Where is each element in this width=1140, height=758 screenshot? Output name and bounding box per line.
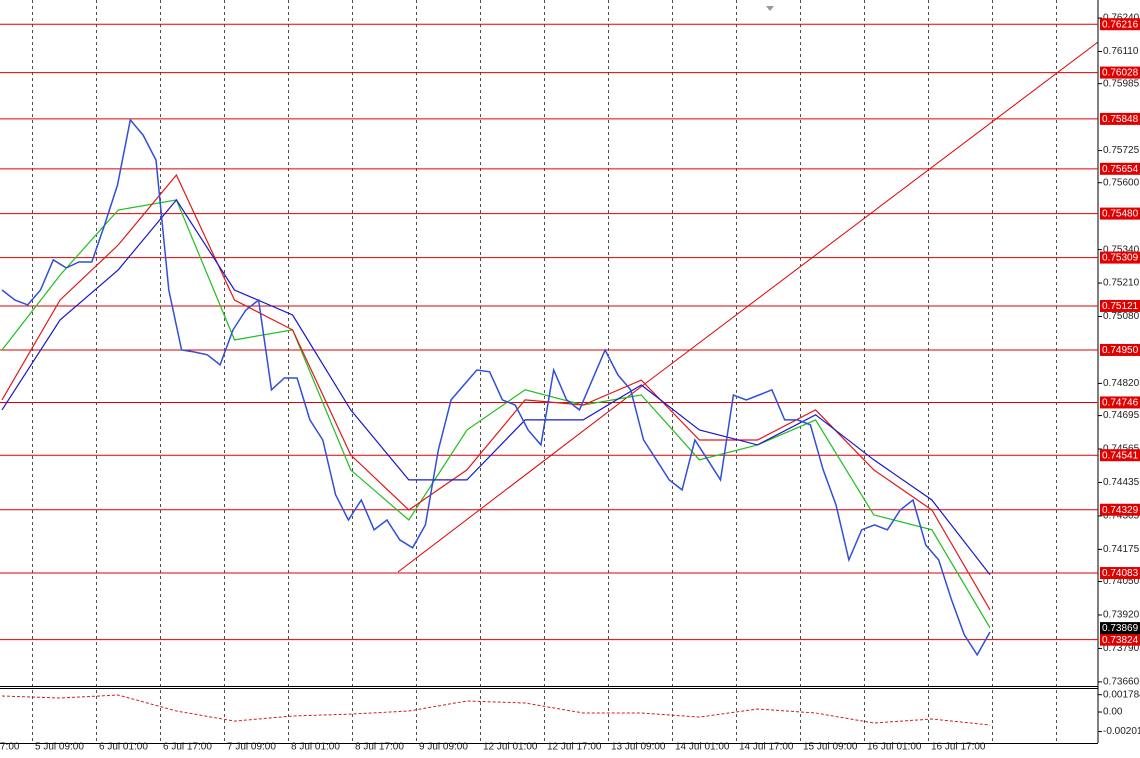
level-label: 0.74746 (1102, 398, 1139, 409)
level-label: 0.76216 (1102, 19, 1139, 30)
level-label: 0.75309 (1102, 253, 1139, 264)
y-tick-label: 0.74305 (1103, 511, 1140, 522)
y-tick-label: 0.76240 (1103, 13, 1140, 24)
y-tick-label: 0.74695 (1103, 410, 1140, 421)
x-tick-label: 8 Jul 01:00 (291, 742, 340, 753)
level-label: 0.74083 (1102, 568, 1139, 579)
y-tick-label: 0.75210 (1103, 278, 1140, 289)
x-tick-label: 6 Jul 01:00 (99, 742, 148, 753)
y-tick-label: 0.75725 (1103, 145, 1140, 156)
osc-tick-label: 0.00 (1103, 707, 1123, 718)
oscillator-signal (1, 694, 991, 726)
y-tick-label: 0.76110 (1103, 46, 1139, 57)
x-tick-label: 14 Jul 17:00 (739, 742, 794, 753)
x-tick-label: 7 Jul 09:00 (227, 742, 276, 753)
level-label-box (1100, 449, 1140, 462)
x-tick-label: 12 Jul 17:00 (547, 742, 602, 753)
level-label-box (1100, 251, 1140, 264)
x-tick-label: 13 Jul 09:00 (611, 742, 666, 753)
level-label-box (1100, 396, 1140, 409)
x-tick-label: 5 Jul 09:00 (35, 742, 84, 753)
level-label-box (1100, 633, 1140, 646)
x-tick-label: 6 Jul 17:00 (163, 742, 212, 753)
y-tick-label: 0.73660 (1103, 677, 1140, 688)
level-label-box (1100, 343, 1140, 356)
price-line (1, 118, 991, 657)
x-tick-label: 16 Jul 17:00 (931, 742, 986, 753)
moving-average (1, 198, 991, 576)
last-price-box (1100, 622, 1140, 635)
x-tick-label: 9 Jul 09:00 (419, 742, 468, 753)
level-label-box (1100, 66, 1140, 79)
level-label: 0.76028 (1102, 68, 1139, 79)
level-label: 0.73824 (1102, 635, 1139, 646)
y-tick-label: 0.73790 (1103, 643, 1140, 654)
x-tick-label: 16 Jul 01:00 (867, 742, 922, 753)
level-label: 0.74950 (1102, 345, 1139, 356)
osc-tick-label: 0.001784 (1103, 689, 1140, 700)
level-label-box (1100, 299, 1140, 312)
level-label: 0.74541 (1102, 450, 1139, 461)
level-label: 0.75654 (1102, 164, 1139, 175)
level-label-box (1100, 18, 1140, 31)
level-label: 0.74329 (1102, 505, 1139, 516)
x-tick-label: 14 Jul 01:00 (675, 742, 730, 753)
level-label-box (1100, 162, 1140, 175)
trend-line (397, 379, 651, 573)
last-price-label: 0.73869 (1102, 623, 1139, 634)
y-tick-label: 0.75080 (1103, 311, 1140, 322)
y-tick-label: 0.75600 (1103, 177, 1140, 188)
y-tick-label: 0.73920 (1103, 610, 1140, 621)
x-tick-label: 7:00 (0, 742, 20, 753)
x-tick-label: 8 Jul 17:00 (355, 742, 404, 753)
level-label: 0.75848 (1102, 114, 1139, 125)
shift-marker (766, 6, 774, 11)
y-tick-label: 0.74175 (1103, 544, 1140, 555)
level-label-box (1100, 112, 1140, 125)
y-tick-label: 0.75340 (1103, 244, 1140, 255)
x-tick-label: 12 Jul 01:00 (483, 742, 538, 753)
vertical-grid (32, 0, 1057, 743)
level-label: 0.75121 (1102, 301, 1139, 312)
y-tick-label: 0.74820 (1103, 378, 1140, 389)
moving-average (1, 199, 991, 629)
level-label-box (1100, 207, 1140, 220)
x-tick-label: 15 Jul 09:00 (803, 742, 858, 753)
level-label: 0.75480 (1102, 209, 1139, 220)
y-tick-label: 0.75985 (1103, 78, 1140, 89)
y-tick-label: 0.74050 (1103, 576, 1140, 587)
level-label-box (1100, 567, 1140, 580)
moving-average (1, 173, 991, 611)
y-tick-label: 0.74565 (1103, 444, 1140, 455)
level-label-box (1100, 503, 1140, 516)
osc-tick-label: -0.00201 (1103, 726, 1140, 737)
trend-line (649, 41, 1099, 381)
y-tick-label: 0.74435 (1103, 477, 1140, 488)
